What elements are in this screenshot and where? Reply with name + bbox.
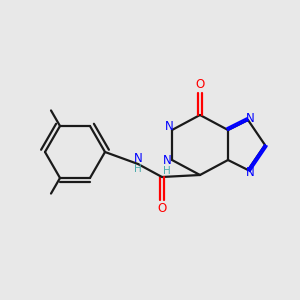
- Text: O: O: [195, 79, 205, 92]
- Text: N: N: [134, 152, 142, 164]
- Text: N: N: [163, 154, 171, 166]
- Text: N: N: [165, 121, 173, 134]
- Text: H: H: [134, 164, 142, 174]
- Text: N: N: [246, 112, 254, 124]
- Text: O: O: [158, 202, 166, 215]
- Text: H: H: [163, 166, 171, 176]
- Text: N: N: [246, 166, 254, 178]
